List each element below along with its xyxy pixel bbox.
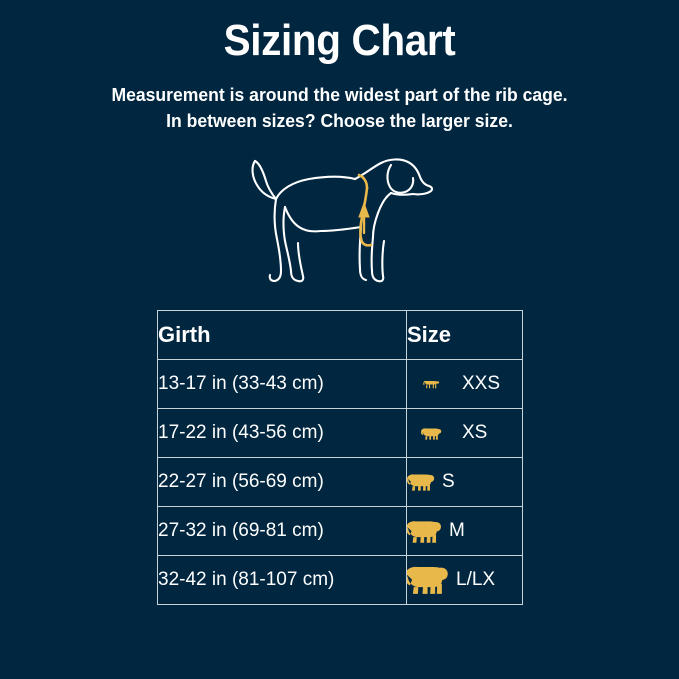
- subtitle-line-2: In between sizes? Choose the larger size…: [166, 110, 513, 132]
- girth-value: 22-27 in (56-69 cm): [157, 457, 407, 507]
- dog-silhouette-xs-icon: [407, 426, 455, 441]
- dog-outline-icon: [251, 158, 434, 283]
- table-row: 13-17 in (33-43 cm) XXS: [157, 359, 523, 409]
- dog-silhouette-l-icon: [407, 566, 448, 594]
- size-label: M: [449, 520, 465, 541]
- dog-silhouette-xxs-icon: [407, 378, 455, 390]
- size-value-cell: L/LX: [406, 555, 523, 605]
- column-header-size: Size: [406, 310, 523, 360]
- header-block: Sizing Chart Measurement is around the w…: [0, 16, 679, 135]
- size-label: S: [442, 471, 455, 492]
- size-value-cell: XS: [406, 408, 523, 458]
- table-row: 32-42 in (81-107 cm) L/LX: [157, 555, 523, 605]
- girth-value: 13-17 in (33-43 cm): [157, 359, 407, 409]
- dog-silhouette-s-icon: [407, 474, 435, 491]
- sizing-table: Girth Size 13-17 in (33-43 cm) XXS: [157, 310, 523, 605]
- subtitle-block: Measurement is around the widest part of…: [0, 82, 679, 135]
- girth-value: 27-32 in (69-81 cm): [157, 506, 407, 556]
- size-label: XXS: [462, 373, 501, 394]
- girth-value: 17-22 in (43-56 cm): [157, 408, 407, 458]
- size-value-cell: M: [406, 506, 523, 556]
- size-value-cell: XXS: [406, 359, 523, 409]
- girth-measure-band-icon: [357, 173, 373, 247]
- size-label: XS: [462, 422, 488, 443]
- table-row: 17-22 in (43-56 cm) XS: [157, 408, 523, 458]
- girth-value: 32-42 in (81-107 cm): [157, 555, 407, 605]
- dog-illustration: [243, 155, 443, 290]
- page-title: Sizing Chart: [223, 16, 456, 65]
- dog-silhouette-m-icon: [407, 520, 441, 543]
- size-label: L/LX: [456, 569, 496, 590]
- table-row: 27-32 in (69-81 cm) M: [157, 506, 523, 556]
- size-value-cell: S: [406, 457, 523, 507]
- table-row: 22-27 in (56-69 cm) S: [157, 457, 523, 507]
- table-header-row: Girth Size: [157, 310, 523, 360]
- subtitle-line-1: Measurement is around the widest part of…: [111, 84, 568, 106]
- column-header-girth: Girth: [157, 310, 407, 360]
